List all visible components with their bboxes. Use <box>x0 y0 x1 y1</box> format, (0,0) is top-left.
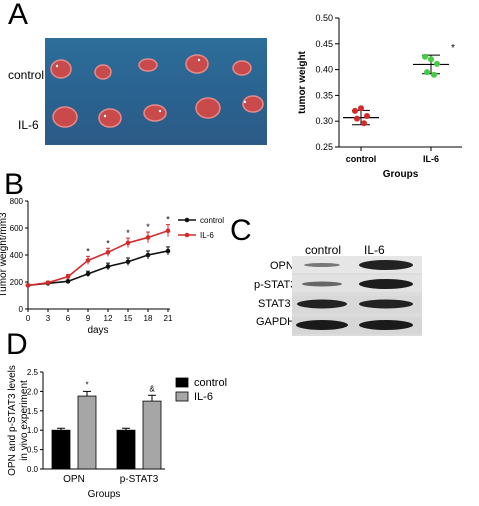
a-data-point <box>424 69 430 76</box>
a-y-tick-label: 0.45 <box>315 39 333 49</box>
blot-row-pstat3: p-STAT3 <box>254 279 297 291</box>
blot-row-opn: OPN <box>270 260 294 272</box>
d-y-tick-label: 1.5 <box>27 407 39 416</box>
b-data-point <box>65 279 71 284</box>
blot-row-stat3: STAT3 <box>258 298 291 310</box>
b-data-point <box>45 280 51 285</box>
d-bar <box>51 429 71 470</box>
b-y-tick-label: 200 <box>10 278 24 287</box>
a-y-axis-title: tumor weight <box>297 50 308 113</box>
western-blot-image <box>292 256 422 336</box>
d-significance-mark: & <box>149 384 155 393</box>
b-data-point <box>85 271 91 277</box>
a-y-tick-label: 0.50 <box>315 13 333 23</box>
blot-col-control: control <box>305 243 342 257</box>
a-y-tick-label: 0.40 <box>315 65 333 75</box>
b-y-tick-label: 400 <box>10 251 24 260</box>
a-data-point <box>422 53 428 60</box>
b-significance-mark: * <box>166 215 170 225</box>
d-bar <box>142 400 162 470</box>
b-significance-mark: * <box>146 222 150 232</box>
b-significance-mark: * <box>106 238 110 248</box>
blot-row-gapdh: GAPDH <box>256 316 296 328</box>
d-x-axis-title: Groups <box>88 489 121 500</box>
b-legend-label: IL-6 <box>200 231 214 240</box>
b-x-tick-label: 0 <box>26 314 31 323</box>
a-x-axis-title: Groups <box>383 169 419 180</box>
d-y-axis-title: in vivo experiment <box>19 380 30 461</box>
b-y-tick-label: 600 <box>10 224 24 233</box>
b-data-point <box>25 283 31 288</box>
b-x-tick-label: 12 <box>104 314 113 323</box>
a-y-tick-label: 0.35 <box>315 90 333 100</box>
row-label-control: control <box>8 68 45 82</box>
b-data-point <box>105 264 111 269</box>
b-data-point <box>45 281 51 286</box>
b-x-tick-label: 3 <box>46 314 51 323</box>
a-data-point <box>361 120 367 127</box>
b-x-tick-label: 15 <box>124 314 133 323</box>
a-significance-mark: * <box>451 43 455 54</box>
b-data-point <box>145 235 151 240</box>
a-data-point <box>434 60 440 67</box>
a-data-point <box>364 113 370 120</box>
b-y-axis-title: Tumor weight/mm3 <box>0 212 9 298</box>
tumor-photo <box>45 38 267 145</box>
d-significance-mark: * <box>85 380 88 389</box>
b-x-tick-label: 21 <box>164 314 173 323</box>
tumor-photo-graphic <box>50 54 264 128</box>
d-legend-swatch <box>175 377 189 388</box>
d-y-tick-label: 0.5 <box>27 446 39 455</box>
b-legend-marker <box>184 232 190 238</box>
d-bar <box>77 395 97 470</box>
b-data-point <box>65 274 71 279</box>
b-data-point <box>165 248 171 254</box>
b-significance-mark: * <box>86 246 90 256</box>
a-data-point <box>431 71 437 78</box>
a-data-point <box>428 56 434 63</box>
b-y-tick-label: 0 <box>19 305 24 314</box>
d-x-tick-label: OPN <box>63 474 85 485</box>
d-y-tick-label: 0.0 <box>27 465 39 474</box>
b-significance-mark: * <box>126 228 130 238</box>
b-data-point <box>125 240 131 246</box>
b-data-point <box>105 250 111 255</box>
d-legend-label: IL-6 <box>194 391 213 403</box>
a-data-point <box>354 115 360 122</box>
d-legend-label: control <box>194 377 227 389</box>
b-data-point <box>165 228 171 233</box>
blot-col-il6: IL-6 <box>364 243 385 257</box>
d-legend-swatch <box>175 391 189 402</box>
b-legend-label: control <box>200 216 224 225</box>
a-x-tick-label: IL-6 <box>423 154 439 164</box>
a-data-point <box>352 107 358 114</box>
b-data-point <box>25 283 31 288</box>
b-legend-marker <box>184 217 190 223</box>
a-y-tick-label: 0.25 <box>315 142 333 152</box>
b-data-point <box>145 252 151 258</box>
a-data-point <box>358 105 364 112</box>
panel-a-letter: A <box>8 0 29 31</box>
a-y-tick-label: 0.30 <box>315 116 333 126</box>
b-data-point <box>85 258 91 263</box>
b-x-tick-label: 6 <box>66 314 71 323</box>
d-x-tick-label: p-STAT3 <box>120 474 159 485</box>
d-y-tick-label: 2.0 <box>27 387 39 396</box>
b-series-line <box>27 250 169 287</box>
d-y-tick-label: 1.0 <box>27 426 39 435</box>
panel-d-letter: D <box>6 328 28 361</box>
d-y-tick-label: 2.5 <box>27 368 39 377</box>
panel-c-letter: C <box>230 214 252 247</box>
b-x-axis-title: days <box>87 325 108 336</box>
b-x-tick-label: 18 <box>144 314 153 323</box>
d-y-axis-title: OPN and p-STAT3 levels <box>7 365 18 476</box>
row-label-il6: IL-6 <box>18 118 39 132</box>
d-bar <box>116 429 136 470</box>
b-series-line <box>27 229 169 287</box>
b-data-point <box>125 259 131 265</box>
a-x-tick-label: control <box>346 154 377 164</box>
b-x-tick-label: 9 <box>86 314 91 323</box>
panel-b-letter: B <box>4 168 25 201</box>
